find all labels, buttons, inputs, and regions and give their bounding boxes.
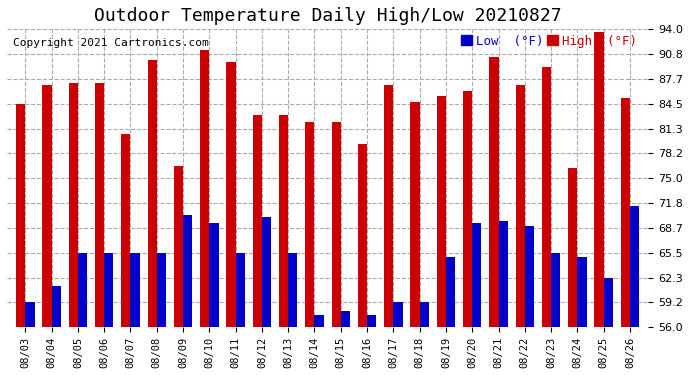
- Bar: [446, 256, 455, 327]
- Bar: [305, 122, 315, 327]
- Bar: [604, 278, 613, 327]
- Bar: [489, 57, 498, 327]
- Bar: [26, 302, 34, 327]
- Bar: [525, 226, 534, 327]
- Bar: [551, 253, 560, 327]
- Bar: [568, 168, 578, 327]
- Bar: [16, 104, 26, 327]
- Bar: [288, 253, 297, 327]
- Bar: [437, 96, 446, 327]
- Bar: [226, 62, 236, 327]
- Bar: [498, 220, 508, 327]
- Bar: [236, 253, 245, 327]
- Bar: [279, 116, 288, 327]
- Bar: [595, 32, 604, 327]
- Bar: [42, 85, 52, 327]
- Bar: [104, 253, 113, 327]
- Bar: [472, 223, 482, 327]
- Bar: [52, 285, 61, 327]
- Bar: [148, 60, 157, 327]
- Bar: [515, 85, 525, 327]
- Bar: [78, 253, 87, 327]
- Bar: [130, 253, 139, 327]
- Bar: [209, 223, 219, 327]
- Bar: [420, 302, 429, 327]
- Bar: [367, 315, 376, 327]
- Bar: [332, 122, 341, 327]
- Bar: [69, 83, 78, 327]
- Bar: [542, 67, 551, 327]
- Bar: [253, 116, 262, 327]
- Legend: Low  (°F), High  (°F): Low (°F), High (°F): [456, 30, 642, 52]
- Text: Copyright 2021 Cartronics.com: Copyright 2021 Cartronics.com: [13, 38, 209, 48]
- Bar: [262, 217, 271, 327]
- Bar: [411, 102, 420, 327]
- Bar: [393, 302, 402, 327]
- Bar: [578, 257, 586, 327]
- Bar: [183, 215, 193, 327]
- Bar: [121, 134, 130, 327]
- Title: Outdoor Temperature Daily High/Low 20210827: Outdoor Temperature Daily High/Low 20210…: [94, 7, 562, 25]
- Bar: [341, 311, 350, 327]
- Bar: [463, 91, 472, 327]
- Bar: [358, 144, 367, 327]
- Bar: [621, 98, 630, 327]
- Bar: [174, 166, 183, 327]
- Bar: [95, 83, 104, 327]
- Bar: [630, 206, 639, 327]
- Bar: [315, 315, 324, 327]
- Bar: [200, 50, 209, 327]
- Bar: [384, 85, 393, 327]
- Bar: [157, 253, 166, 327]
